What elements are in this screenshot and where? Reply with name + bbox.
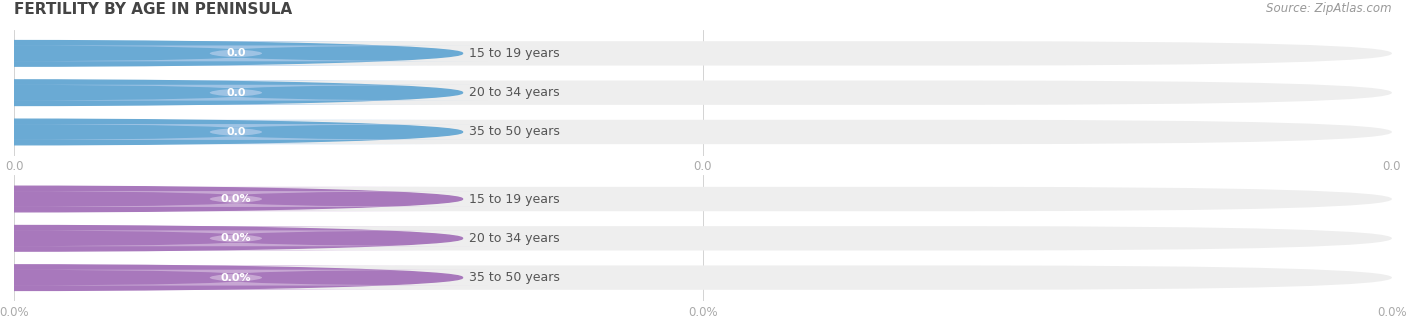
- Text: 0.0%: 0.0%: [221, 273, 252, 283]
- FancyBboxPatch shape: [0, 191, 488, 207]
- Text: 0.0%: 0.0%: [221, 233, 252, 243]
- Text: 15 to 19 years: 15 to 19 years: [470, 47, 560, 60]
- Text: 15 to 19 years: 15 to 19 years: [470, 193, 560, 206]
- Text: 0.0: 0.0: [226, 48, 246, 58]
- FancyBboxPatch shape: [14, 265, 1392, 290]
- Text: 20 to 34 years: 20 to 34 years: [470, 86, 560, 99]
- Text: 0.0: 0.0: [226, 88, 246, 98]
- FancyBboxPatch shape: [0, 124, 488, 140]
- FancyBboxPatch shape: [14, 226, 1392, 251]
- FancyBboxPatch shape: [0, 265, 441, 290]
- FancyBboxPatch shape: [0, 45, 488, 61]
- FancyBboxPatch shape: [0, 120, 441, 144]
- FancyBboxPatch shape: [14, 120, 1392, 144]
- FancyBboxPatch shape: [0, 187, 441, 211]
- Text: 20 to 34 years: 20 to 34 years: [470, 232, 560, 245]
- FancyBboxPatch shape: [14, 41, 1392, 66]
- FancyBboxPatch shape: [14, 80, 1392, 105]
- Circle shape: [0, 41, 463, 66]
- FancyBboxPatch shape: [14, 187, 1392, 211]
- Circle shape: [0, 119, 463, 145]
- Circle shape: [0, 186, 463, 212]
- Text: 0.0%: 0.0%: [221, 194, 252, 204]
- FancyBboxPatch shape: [0, 80, 441, 105]
- Circle shape: [0, 80, 463, 106]
- Text: 35 to 50 years: 35 to 50 years: [470, 271, 561, 284]
- Text: FERTILITY BY AGE IN PENINSULA: FERTILITY BY AGE IN PENINSULA: [14, 2, 292, 17]
- FancyBboxPatch shape: [0, 226, 441, 251]
- Circle shape: [0, 225, 463, 251]
- FancyBboxPatch shape: [0, 41, 441, 66]
- Circle shape: [0, 265, 463, 290]
- Text: 35 to 50 years: 35 to 50 years: [470, 125, 561, 138]
- Text: Source: ZipAtlas.com: Source: ZipAtlas.com: [1267, 2, 1392, 15]
- FancyBboxPatch shape: [0, 85, 488, 101]
- Text: 0.0: 0.0: [226, 127, 246, 137]
- FancyBboxPatch shape: [0, 230, 488, 246]
- FancyBboxPatch shape: [0, 270, 488, 286]
